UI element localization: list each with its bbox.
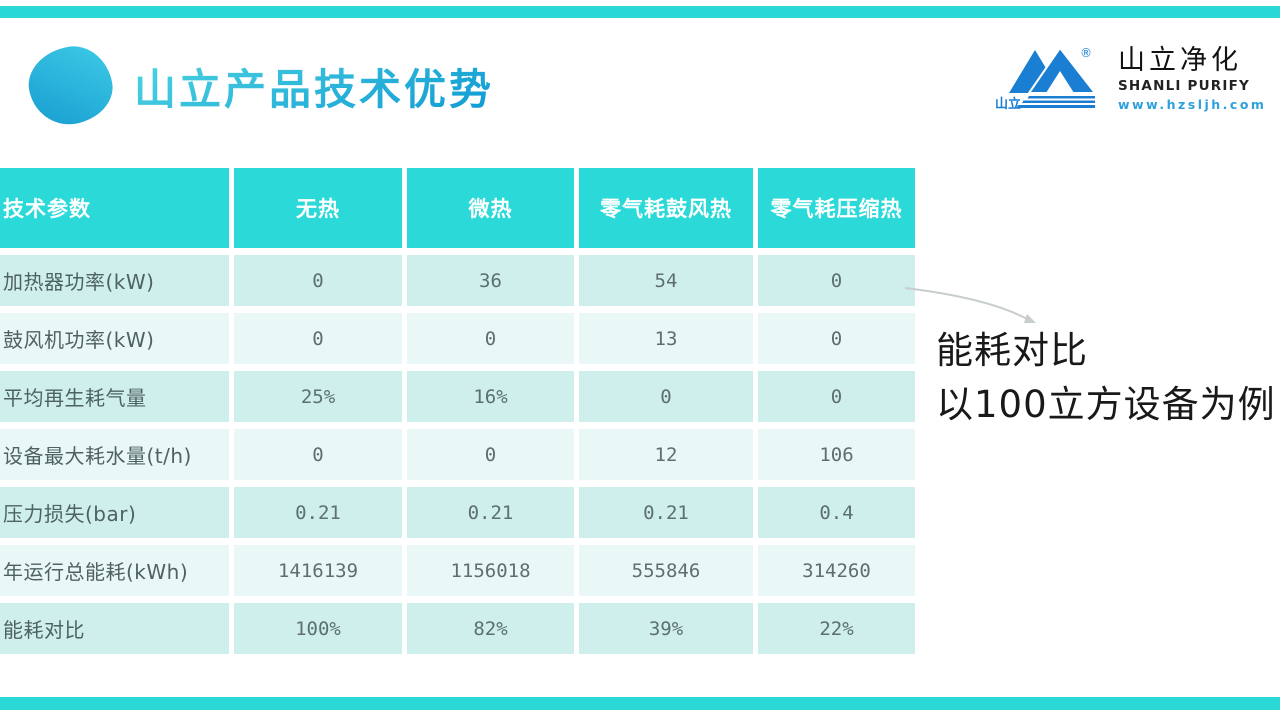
logo-mark-text: 山立 xyxy=(995,96,1021,112)
leader-curve-icon xyxy=(904,287,1036,323)
table-header-cell: 零气耗压缩热 xyxy=(758,168,915,248)
cell-value: 0 xyxy=(407,429,574,480)
row-label: 年运行总能耗(kWh) xyxy=(0,545,229,596)
logo-text-block: 山立净化 SHANLI PURIFY www.hzsljh.com xyxy=(1118,45,1267,113)
cell-value: 0 xyxy=(234,429,402,480)
row-label: 平均再生耗气量 xyxy=(0,371,229,422)
table-header-cell: 无热 xyxy=(234,168,402,248)
cell-value: 0 xyxy=(758,255,915,306)
annotation-line-2: 以100立方设备为例 xyxy=(936,383,1276,426)
top-accent-bar xyxy=(0,6,1280,18)
cell-value: 0 xyxy=(758,371,915,422)
cell-value: 0.21 xyxy=(234,487,402,538)
row-label: 能耗对比 xyxy=(0,603,229,654)
cell-value: 0 xyxy=(579,371,753,422)
cell-value: 1156018 xyxy=(407,545,574,596)
cell-value: 0 xyxy=(234,255,402,306)
table-header-cell: 微热 xyxy=(407,168,574,248)
cell-value: 0.21 xyxy=(579,487,753,538)
table-header-cell: 技术参数 xyxy=(0,168,229,248)
cell-value: 0 xyxy=(234,313,402,364)
row-label: 设备最大耗水量(t/h) xyxy=(0,429,229,480)
row-label: 鼓风机功率(kW) xyxy=(0,313,229,364)
cell-value: 100% xyxy=(234,603,402,654)
logo-name-en: SHANLI PURIFY xyxy=(1118,78,1250,94)
cell-value: 36 xyxy=(407,255,574,306)
cell-value: 22% xyxy=(758,603,915,654)
cell-value: 39% xyxy=(579,603,753,654)
cell-value: 314260 xyxy=(758,545,915,596)
row-label: 加热器功率(kW) xyxy=(0,255,229,306)
annotation-line-1: 能耗对比 xyxy=(936,329,1088,372)
cell-value: 12 xyxy=(579,429,753,480)
table-header-cell: 零气耗鼓风热 xyxy=(579,168,753,248)
cell-value: 106 xyxy=(758,429,915,480)
logo-name-cn: 山立净化 xyxy=(1118,45,1242,76)
tech-parameters-table: 技术参数 无热 微热 零气耗鼓风热 零气耗压缩热 加热器功率(kW) 0 36 … xyxy=(0,168,915,654)
mountain-logo-icon: 山立 ® xyxy=(995,46,1098,112)
logo-website: www.hzsljh.com xyxy=(1118,97,1267,112)
cell-value: 25% xyxy=(234,371,402,422)
row-label: 压力损失(bar) xyxy=(0,487,229,538)
cell-value: 13 xyxy=(579,313,753,364)
page-title: 山立产品技术优势 xyxy=(134,56,494,117)
bottom-accent-bar xyxy=(0,697,1280,710)
annotation-text: 能耗对比 以100立方设备为例 xyxy=(936,324,1276,432)
cell-value: 16% xyxy=(407,371,574,422)
cell-value: 555846 xyxy=(579,545,753,596)
cell-value: 0 xyxy=(758,313,915,364)
cell-value: 82% xyxy=(407,603,574,654)
cell-value: 1416139 xyxy=(234,545,402,596)
decorative-blob-icon xyxy=(22,40,119,131)
company-logo: 山立 ® 山立净化 SHANLI PURIFY www.hzsljh.com xyxy=(995,38,1264,120)
cell-value: 0 xyxy=(407,313,574,364)
cell-value: 54 xyxy=(579,255,753,306)
registered-mark: ® xyxy=(1080,46,1092,60)
cell-value: 0.4 xyxy=(758,487,915,538)
cell-value: 0.21 xyxy=(407,487,574,538)
